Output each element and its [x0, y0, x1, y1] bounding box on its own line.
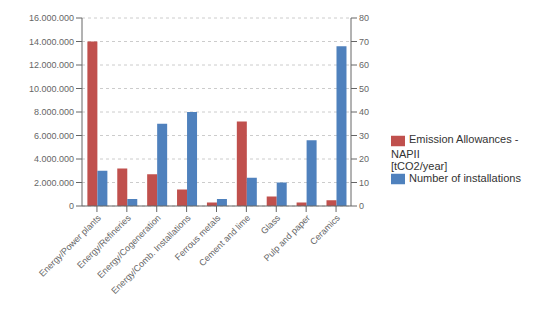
html-text:Number of installations: Number of installations — [409, 171, 521, 184]
svg-text:80: 80 — [359, 13, 369, 23]
svg-text:0: 0 — [69, 201, 74, 211]
html-text:Emission Allowances - NAPII [t: Emission Allowances - NAPII [tCO2/year] — [391, 133, 519, 172]
svg-text:30: 30 — [359, 131, 369, 141]
svg-text:Ferrous metals: Ferrous metals — [172, 212, 223, 263]
svg-text:4.000.000: 4.000.000 — [34, 154, 74, 164]
svg-text:20: 20 — [359, 154, 369, 164]
svg-text:Energy/Cogeneration: Energy/Cogeneration — [95, 212, 163, 281]
svg-text:Energy/Comb. Installations: Energy/Comb. Installations — [109, 212, 193, 296]
svg-text:70: 70 — [359, 37, 369, 47]
svg-text:6.000.000: 6.000.000 — [34, 131, 74, 141]
svg-text:2.000.000: 2.000.000 — [34, 178, 74, 188]
svg-text:Glass: Glass — [259, 213, 283, 237]
svg-text:16.000.000: 16.000.000 — [29, 13, 74, 23]
svg-text:60: 60 — [359, 60, 369, 70]
svg-text:Ceramics: Ceramics — [308, 213, 342, 247]
svg-text:10: 10 — [359, 178, 369, 188]
svg-text:Energy/Refineries: Energy/Refineries — [75, 213, 133, 271]
svg-text:Cement and lime: Cement and lime — [197, 213, 252, 268]
svg-text:12.000.000: 12.000.000 — [29, 60, 74, 70]
svg-text:Pulp and paper: Pulp and paper — [262, 213, 312, 263]
svg-text:10.000.000: 10.000.000 — [29, 84, 74, 94]
svg-text:40: 40 — [359, 107, 369, 117]
svg-text:0: 0 — [359, 201, 364, 211]
svg-text:50: 50 — [359, 84, 369, 94]
svg-text:Energy/Power plants: Energy/Power plants — [37, 212, 103, 279]
svg-text:8.000.000: 8.000.000 — [34, 107, 74, 117]
svg-text:14.000.000: 14.000.000 — [29, 37, 74, 47]
